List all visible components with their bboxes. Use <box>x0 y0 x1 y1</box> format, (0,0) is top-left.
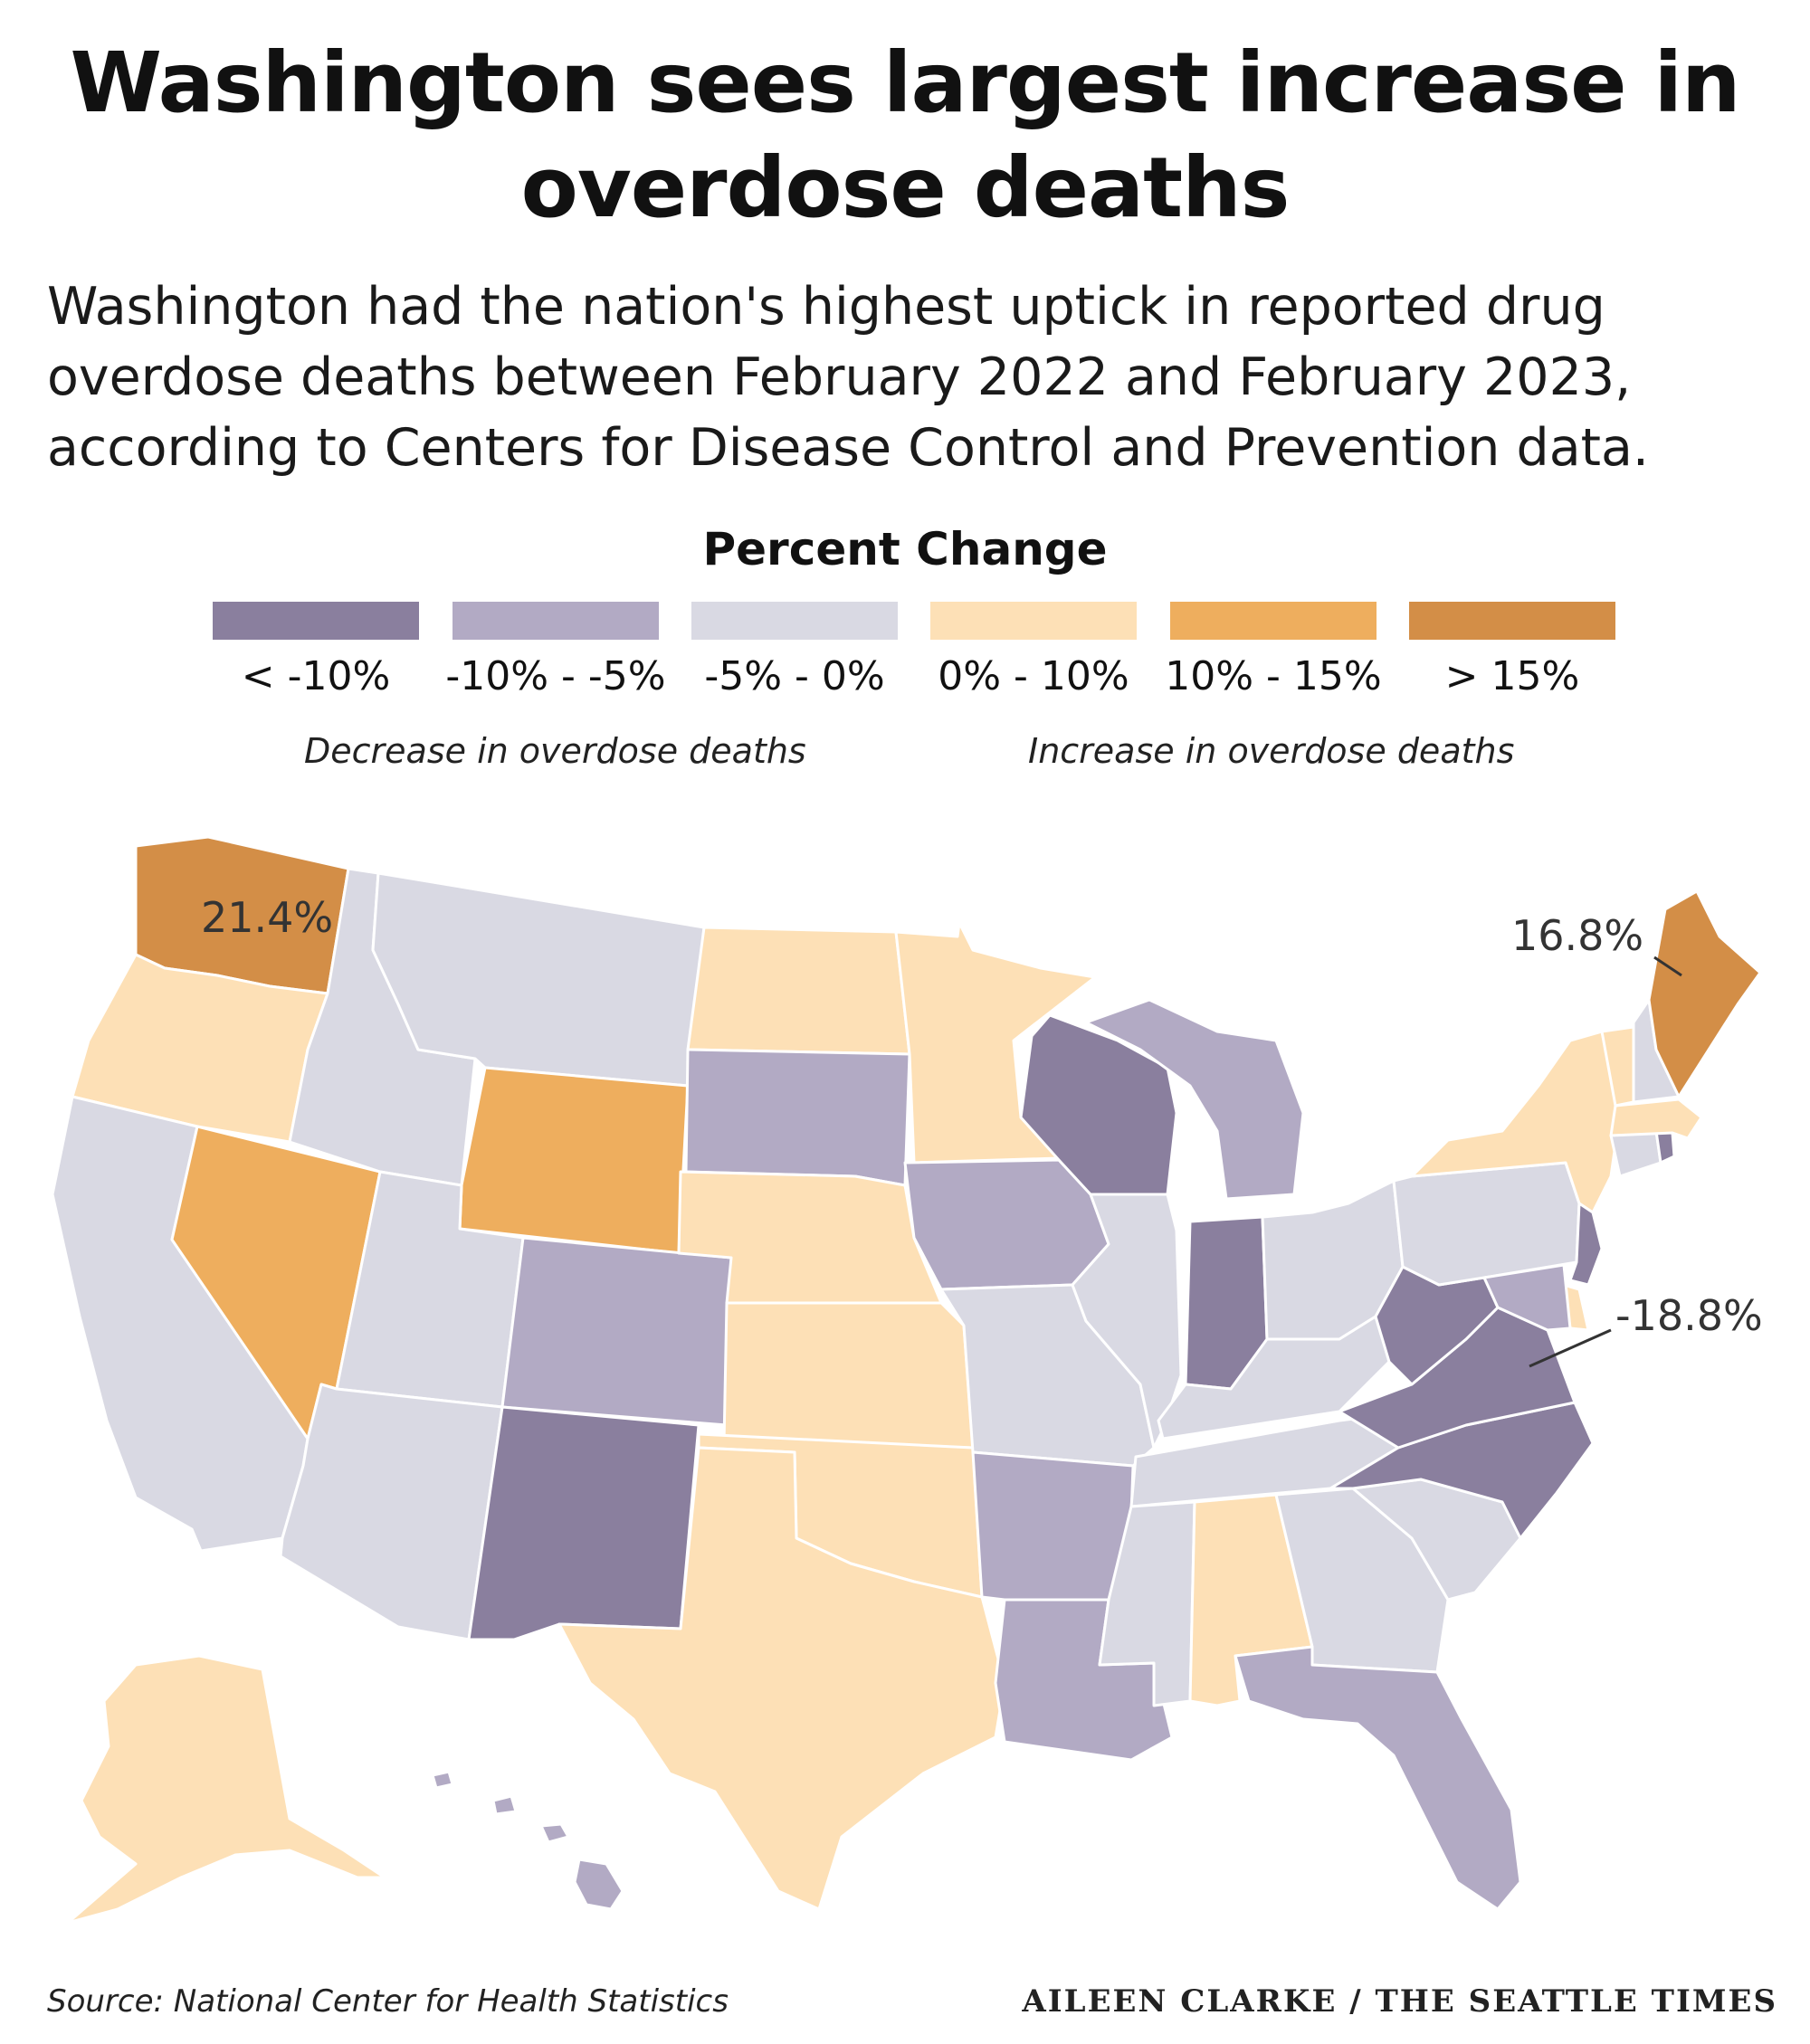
state-illinois <box>1071 1193 1183 1450</box>
callout-virginia-leader <box>1529 1328 1612 1368</box>
states-layer <box>51 835 1762 1925</box>
legend-increase-note: Increase in overdose deaths <box>1028 731 1515 771</box>
state-alaska <box>66 1654 386 1925</box>
callout-virginia: -18.8% <box>1615 1291 1763 1340</box>
state-connecticut <box>1609 1129 1662 1178</box>
legend-title: Percent Change <box>702 523 1108 575</box>
state-new-jersey <box>1568 1202 1604 1287</box>
state-maine <box>1647 889 1762 1098</box>
callout-maine-leader <box>1653 955 1682 977</box>
state-arkansas <box>971 1450 1135 1602</box>
state-north-dakota <box>686 926 911 1056</box>
callout-washington: 21.4% <box>201 893 333 942</box>
legend-swatch-lt-neg10 <box>213 602 419 640</box>
legend-label-gt15: > 15% <box>1444 653 1580 699</box>
state-hawaii-maui <box>539 1822 570 1844</box>
source-note: Source: National Center for Health Stati… <box>47 1983 729 2020</box>
legend-label-neg5-0: -5% - 0% <box>704 653 885 699</box>
legend-label-0-10: 0% - 10% <box>938 653 1129 699</box>
state-new-mexico <box>467 1405 700 1641</box>
legend-label-lt-neg10: < -10% <box>241 653 391 699</box>
callout-maine: 16.8% <box>1511 911 1643 960</box>
legend-swatch-neg10-neg5 <box>452 602 659 640</box>
state-texas <box>557 1446 1006 1911</box>
legend-label-10-15: 10% - 15% <box>1165 653 1382 699</box>
credit-line: AILEEN CLARKE / THE SEATTLE TIMES <box>1022 1983 1777 2020</box>
state-wisconsin <box>1019 1013 1178 1196</box>
chart-subtitle: Washington had the nation's highest upti… <box>47 277 1650 478</box>
legend-label-neg10-neg5: -10% - -5% <box>445 653 666 699</box>
state-hawaii-kauai <box>431 1770 454 1790</box>
state-florida <box>1234 1645 1522 1911</box>
legend-swatch-10-15 <box>1170 602 1377 640</box>
legend-decrease-note: Decrease in overdose deaths <box>304 731 806 771</box>
state-rhode-island <box>1654 1129 1676 1165</box>
state-arizona <box>279 1383 504 1641</box>
state-hawaii <box>573 1858 624 1911</box>
state-hawaii-oahu <box>491 1794 518 1816</box>
state-michigan <box>1084 998 1305 1201</box>
state-maryland <box>1482 1263 1572 1332</box>
state-wyoming <box>458 1066 690 1255</box>
state-massachusetts <box>1609 1098 1703 1140</box>
state-colorado <box>500 1236 733 1427</box>
chart-title: Washington sees largest increase in over… <box>70 34 1740 236</box>
state-kansas <box>722 1301 975 1450</box>
legend-swatch-0-10 <box>930 602 1137 640</box>
state-south-dakota <box>684 1048 911 1187</box>
legend-swatch-gt15 <box>1409 602 1615 640</box>
state-minnesota <box>894 921 1097 1165</box>
legend-swatch-neg5-0 <box>691 602 898 640</box>
us-choropleth-map: 21.4% 16.8% -18.8% <box>51 835 1763 1925</box>
